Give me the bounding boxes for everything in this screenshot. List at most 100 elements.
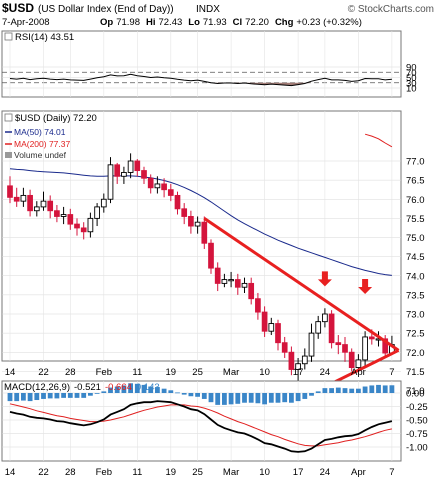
candle	[362, 331, 368, 366]
macd-hist-bar	[342, 388, 348, 393]
macd-x-tick: 19	[166, 467, 177, 478]
macd-x-tick: 17	[293, 467, 304, 478]
macd-hist-bar	[27, 393, 33, 402]
macd-hist-bar	[161, 388, 167, 393]
candle-body	[348, 351, 355, 369]
candle	[67, 208, 74, 230]
macd-hist-bar	[114, 386, 120, 393]
rsi-line	[9, 73, 392, 87]
macd-hist-bar	[7, 393, 13, 402]
macd-hist-bar	[356, 388, 361, 393]
high-value: 72.43	[158, 17, 182, 28]
candle-body	[134, 160, 141, 172]
price-x-tick: Feb	[96, 367, 112, 378]
candle	[141, 166, 147, 184]
price-legend-swatch	[4, 113, 13, 122]
candle	[114, 162, 121, 184]
macd-hist-bar	[309, 393, 314, 396]
macd-hist-bar	[175, 392, 180, 394]
candle-body	[67, 214, 74, 225]
macd-hist-bar	[382, 385, 388, 393]
macd-hist-bar	[101, 391, 107, 393]
candle	[107, 157, 114, 204]
candle	[27, 189, 33, 217]
macd-hist-bar	[235, 393, 241, 404]
candle-body	[87, 217, 94, 233]
change-value: +0.23 (+0.32%)	[296, 17, 362, 28]
candle-body	[355, 359, 362, 368]
macd-hist-bar	[349, 388, 355, 393]
macd-hist-bar	[61, 393, 66, 398]
open-value: 71.98	[116, 17, 140, 28]
ma50-line	[9, 168, 392, 276]
volume-legend-swatch	[5, 152, 12, 158]
low-label: Lo	[188, 17, 200, 28]
price-y-tick: 73.5	[406, 290, 425, 301]
candle-body	[288, 351, 295, 370]
index-name: (US Dollar Index (End of Day))	[38, 4, 174, 15]
candle	[268, 317, 275, 336]
candle	[248, 277, 255, 305]
macd-x-tick: 14	[5, 467, 16, 478]
candle	[322, 308, 328, 328]
price-y-tick: 72.5	[406, 329, 425, 340]
macd-hist-bar	[155, 387, 160, 393]
macd-hist-bar	[242, 393, 247, 403]
macd-x-tick: 7	[389, 467, 394, 478]
price-x-tick: 22	[38, 367, 49, 378]
candle-body	[54, 210, 60, 217]
macd-hist-bar	[14, 393, 20, 402]
price-y-tick: 76.0	[406, 195, 425, 206]
macd-line	[9, 400, 393, 453]
price-y-tick: 74.5	[406, 252, 425, 263]
candle-body	[248, 282, 255, 300]
macd-hist-bar	[201, 393, 207, 399]
red-arrow-icon	[317, 271, 332, 287]
candle-body	[328, 313, 335, 344]
candle	[355, 354, 362, 372]
candle	[328, 310, 335, 349]
macd-hist-bar	[34, 393, 40, 401]
candle-body	[60, 214, 67, 217]
candle	[13, 187, 20, 207]
macd-hist-bar	[41, 393, 46, 399]
candle	[255, 292, 261, 320]
candle-body	[141, 170, 147, 179]
candle-body	[7, 185, 13, 198]
candle-body	[228, 279, 234, 282]
price-y-tick: 71.5	[406, 367, 425, 378]
candle-body	[94, 206, 100, 219]
close-value: 72.20	[245, 17, 269, 28]
macd-hist-bar	[181, 393, 187, 395]
candle-body	[382, 338, 389, 354]
macd-hist-bar	[275, 393, 281, 403]
candle	[241, 277, 248, 293]
price-x-tick: 10	[259, 367, 270, 378]
candle	[161, 178, 167, 198]
macd-y-tick: -0.50	[406, 416, 428, 427]
price-y-tick: 73.0	[406, 310, 425, 321]
macd-hist-bar	[228, 393, 234, 405]
candle-body	[74, 223, 80, 229]
macd-signal-line	[9, 403, 393, 447]
macd-hist-bar	[195, 393, 200, 397]
macd-hist-bar	[208, 393, 214, 403]
candle-body	[234, 279, 241, 288]
candle	[342, 336, 348, 362]
triangle-upper-line	[203, 217, 400, 352]
macd-hist-bar	[369, 385, 375, 393]
rsi-y-tick: 90	[406, 63, 417, 74]
price-x-tick: Mar	[223, 367, 239, 378]
macd-hist-bar	[302, 393, 308, 399]
price-y-tick: 71.0	[406, 386, 425, 397]
macd-x-tick: 11	[132, 467, 142, 478]
candle-body	[194, 221, 201, 227]
price-x-tick: 7	[389, 367, 394, 378]
macd-x-tick: 22	[38, 467, 49, 478]
macd-y-tick: 0.00	[406, 389, 425, 400]
candle-body	[167, 189, 174, 196]
ma200-line	[364, 133, 393, 148]
candle-body	[80, 227, 87, 233]
rsi-y-tick: 10	[406, 84, 417, 95]
